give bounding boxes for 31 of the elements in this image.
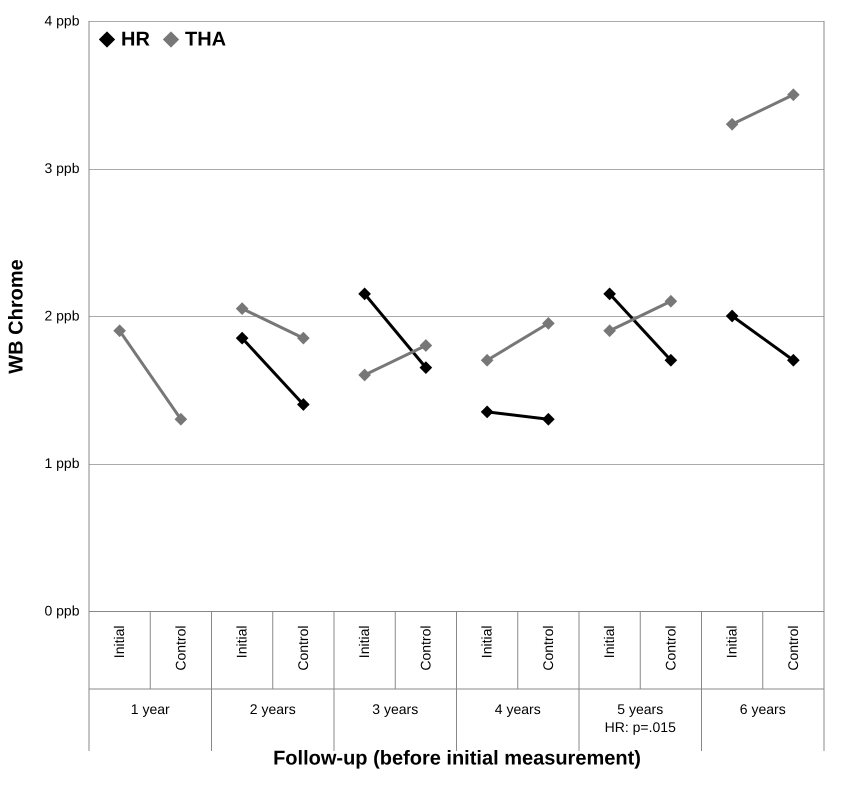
x-tick-label: Initial <box>478 626 495 658</box>
legend-label: HR <box>121 28 150 50</box>
x-tick-label: Control <box>662 626 678 671</box>
x-tick-label: Initial <box>601 626 618 658</box>
x-tick-label: Control <box>294 626 311 671</box>
y-tick-label: 1 ppb <box>44 455 80 471</box>
y-tick-label: 0 ppb <box>44 602 80 618</box>
legend-label: THA <box>185 28 226 50</box>
text: 1 year <box>130 701 170 717</box>
x-tick-label: Initial <box>724 626 740 658</box>
x-tick-label: Control <box>172 626 188 671</box>
text: 2 years <box>250 701 296 717</box>
x-tick-label: Control <box>784 626 801 671</box>
y-tick-label: 3 ppb <box>44 160 80 176</box>
text: 4 years <box>494 701 541 717</box>
point <box>726 118 738 131</box>
point <box>787 88 800 102</box>
x-tick-label: Initial <box>111 626 128 658</box>
point <box>113 324 126 338</box>
x-tick-label: Control <box>417 626 434 671</box>
x-tick-label: Control <box>540 626 556 671</box>
x-tick-label: Initial <box>234 626 250 658</box>
y-tick-label: 2 ppb <box>44 308 80 324</box>
y-axis-title: WB Chrome <box>5 259 28 374</box>
x-tick-label: Initial <box>356 626 372 658</box>
y-tick-label: 4 ppb <box>44 12 80 28</box>
text: 3 years <box>372 701 418 717</box>
x-axis-title: Follow-up (before initial measurement) <box>273 748 641 770</box>
text: 6 years <box>740 701 786 717</box>
point <box>174 412 188 426</box>
text: 5 years HR: p=.015 <box>604 701 676 735</box>
